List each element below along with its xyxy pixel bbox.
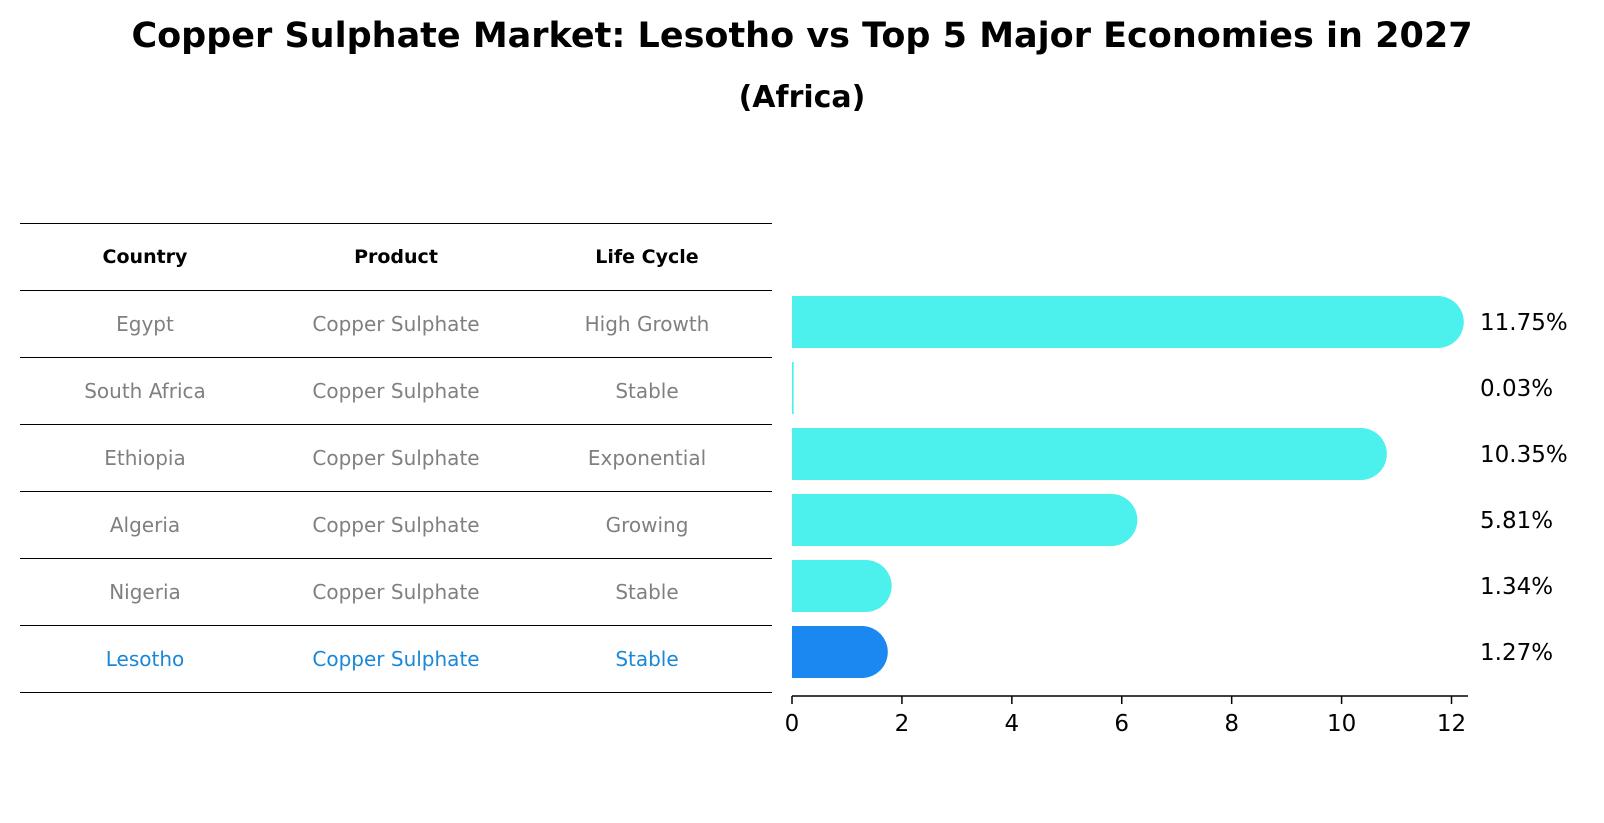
cell-country: South Africa	[84, 379, 206, 403]
cell-country: Ethiopia	[104, 446, 186, 470]
cell-product: Copper Sulphate	[312, 446, 480, 470]
table-row: Ethiopia Copper Sulphate Exponential	[20, 424, 772, 491]
cell-country: Nigeria	[109, 580, 181, 604]
table-row: Nigeria Copper Sulphate Stable	[20, 558, 772, 625]
table-row: Egypt Copper Sulphate High Growth	[20, 290, 772, 357]
x-tick-label: 8	[1224, 711, 1239, 737]
bar-nigeria	[792, 560, 892, 612]
cell-country: Algeria	[109, 513, 181, 537]
column-header-life-cycle: Life Cycle	[595, 246, 699, 268]
cell-country: Egypt	[116, 312, 174, 336]
data-label: 10.35%	[1480, 442, 1568, 468]
x-tick-label: 12	[1437, 711, 1466, 737]
cell-product: Copper Sulphate	[312, 312, 480, 336]
bar-south-africa	[792, 362, 794, 414]
cell-life-cycle: Growing	[605, 513, 689, 537]
chart-subtitle: (Africa)	[738, 80, 866, 115]
x-tick-label: 10	[1327, 711, 1356, 737]
data-label: 5.81%	[1480, 508, 1553, 534]
bar-algeria	[792, 494, 1138, 546]
table-header-row: Country Product Life Cycle	[20, 223, 772, 290]
cell-country: Lesotho	[105, 647, 185, 671]
x-tick-label: 6	[1114, 711, 1129, 737]
bar-lesotho	[792, 626, 888, 678]
bar-egypt	[792, 296, 1464, 348]
table-row: South Africa Copper Sulphate Stable	[20, 357, 772, 424]
column-header-country: Country	[102, 246, 188, 268]
data-label: 1.27%	[1480, 640, 1553, 666]
x-tick-label: 4	[1005, 711, 1020, 737]
cell-product: Copper Sulphate	[312, 379, 480, 403]
x-tick-label: 0	[785, 711, 800, 737]
cell-product: Copper Sulphate	[312, 580, 480, 604]
table-row: Algeria Copper Sulphate Growing	[20, 491, 772, 558]
chart-title: Copper Sulphate Market: Lesotho vs Top 5…	[131, 16, 1473, 56]
cell-life-cycle: Stable	[615, 647, 679, 671]
cell-life-cycle: Stable	[615, 580, 679, 604]
cell-life-cycle: Exponential	[587, 446, 707, 470]
x-tick-label: 2	[895, 711, 910, 737]
table-row-highlighted: Lesotho Copper Sulphate Stable	[20, 625, 772, 693]
cell-life-cycle: High Growth	[584, 312, 710, 336]
bar-ethiopia	[792, 428, 1387, 480]
cell-product: Copper Sulphate	[312, 513, 480, 537]
data-label: 0.03%	[1480, 376, 1553, 402]
data-label: 11.75%	[1480, 310, 1568, 336]
data-table: Country Product Life Cycle Egypt Copper …	[20, 223, 772, 693]
cell-life-cycle: Stable	[615, 379, 679, 403]
column-header-product: Product	[354, 246, 438, 268]
cell-product: Copper Sulphate	[312, 647, 480, 671]
data-label: 1.34%	[1480, 574, 1553, 600]
